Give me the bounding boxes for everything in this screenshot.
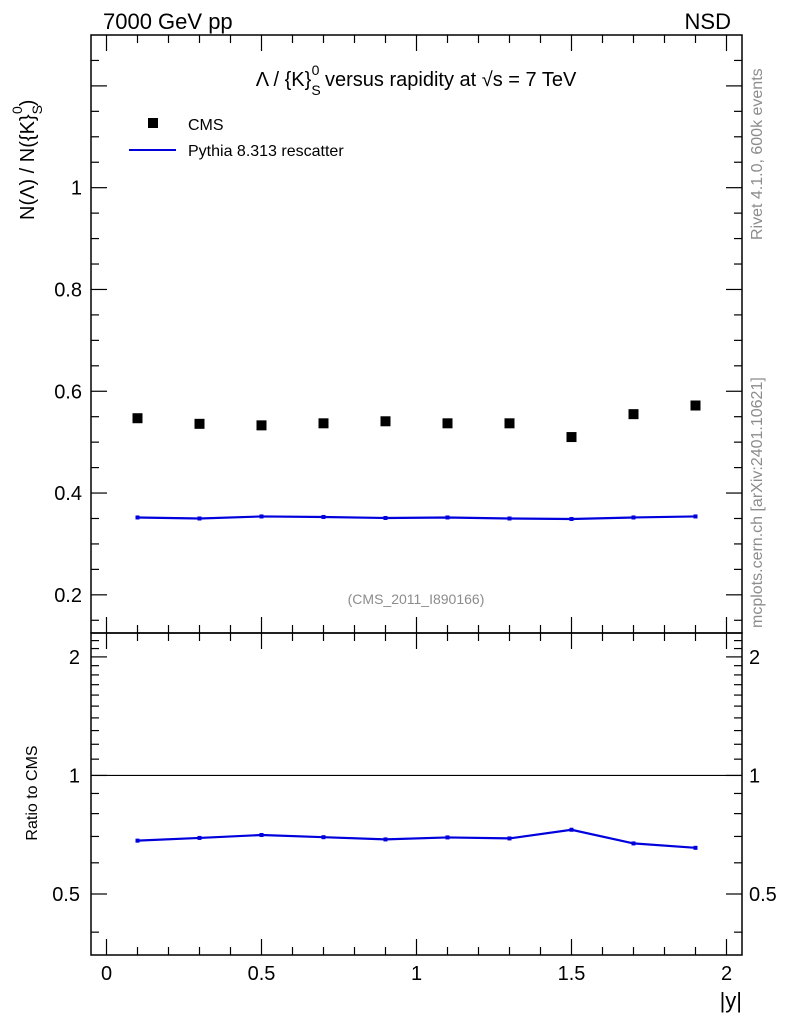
ratio-pythia-point	[135, 838, 140, 843]
header-left: 7000 GeV pp	[103, 9, 233, 34]
legend: CMS Pythia 8.313 rescatter	[129, 117, 344, 160]
y-tick-label: 0.8	[54, 279, 82, 301]
ratio-y-tick-label-right: 2	[749, 647, 760, 669]
y-tick-label: 0.2	[54, 585, 82, 607]
ratio-pythia-line	[137, 828, 696, 849]
cms-data-point	[628, 409, 639, 420]
ratio-panel-frame	[90, 632, 743, 956]
y-tick-label: 0.6	[54, 381, 82, 403]
pythia-point	[693, 514, 698, 519]
x-tick-label: 0.5	[248, 963, 276, 985]
ratio-pythia-point	[631, 841, 636, 846]
legend-pythia-label: Pythia 8.313 rescatter	[188, 143, 344, 160]
y-tick-label: 0.4	[54, 483, 82, 505]
y-tick-label: 1	[71, 178, 82, 200]
pythia-point	[321, 514, 326, 519]
ratio-y-tick-label: 2	[69, 647, 80, 669]
y-tick-labels: 0.2 0.4 0.6 0.8 1	[54, 178, 82, 607]
pythia-point	[383, 515, 388, 520]
chart-title: Λ / {K}S0 versus rapidity at √s = 7 TeV	[256, 62, 577, 98]
cms-data-point	[318, 418, 329, 429]
cms-data-point	[504, 418, 515, 429]
ratio-pythia-point	[569, 827, 574, 832]
mcplots-source-label: mcplots.cern.ch [arXiv:2401.10621]	[749, 377, 766, 628]
analysis-watermark: (CMS_2011_I890166)	[348, 591, 485, 607]
main-plot-marks	[132, 400, 701, 521]
header-right: NSD	[685, 9, 731, 34]
cms-data-point	[194, 418, 205, 429]
legend-cms-marker	[148, 118, 158, 128]
ratio-pythia-point	[259, 832, 264, 837]
ratio-y-tick-label: 1	[69, 765, 80, 787]
pythia-point	[135, 515, 140, 520]
pythia-point	[631, 515, 636, 520]
axis-ticks	[91, 35, 742, 955]
ratio-pythia-point	[693, 845, 698, 850]
ratio-pythia-point	[445, 835, 450, 840]
cms-data-point	[566, 432, 577, 443]
pythia-point	[445, 515, 450, 520]
x-tick-labels: 0 0.5 1 1.5 2	[101, 963, 732, 985]
cms-data-point	[690, 400, 701, 411]
pythia-point	[197, 516, 202, 521]
ratio-y-tick-label: 0.5	[52, 884, 80, 906]
cms-data-point	[380, 416, 391, 427]
x-tick-label: 0	[101, 963, 112, 985]
x-tick-label: 1	[411, 963, 422, 985]
ratio-y-tick-label-right: 1	[749, 765, 760, 787]
ratio-pythia-point	[197, 835, 202, 840]
legend-cms-label: CMS	[188, 117, 224, 134]
ratio-y-tick-label-right: 0.5	[749, 884, 777, 906]
y-axis-label: N(Λ) / N({K}S0)	[9, 100, 45, 220]
pythia-point	[569, 516, 574, 521]
ratio-y-axis-label: Ratio to CMS	[24, 745, 41, 840]
ratio-pythia-point	[383, 837, 388, 842]
ratio-plot-marks	[91, 774, 742, 850]
ratio-y-tick-labels: 0.5 0.5 1 1 2 2	[52, 647, 777, 906]
ratio-pythia-point	[321, 835, 326, 840]
rivet-version-label: Rivet 4.1.0, 600k events	[749, 68, 766, 240]
x-tick-label: 2	[721, 963, 732, 985]
ratio-pythia-point	[507, 836, 512, 841]
cms-data-point	[442, 418, 453, 429]
x-tick-label: 1.5	[558, 963, 586, 985]
cms-data-point	[132, 413, 143, 424]
pythia-point	[259, 514, 264, 519]
cms-data-point	[256, 420, 267, 431]
pythia-point	[507, 516, 512, 521]
pythia-series-line	[137, 515, 696, 521]
x-axis-label: |y|	[720, 988, 742, 1013]
